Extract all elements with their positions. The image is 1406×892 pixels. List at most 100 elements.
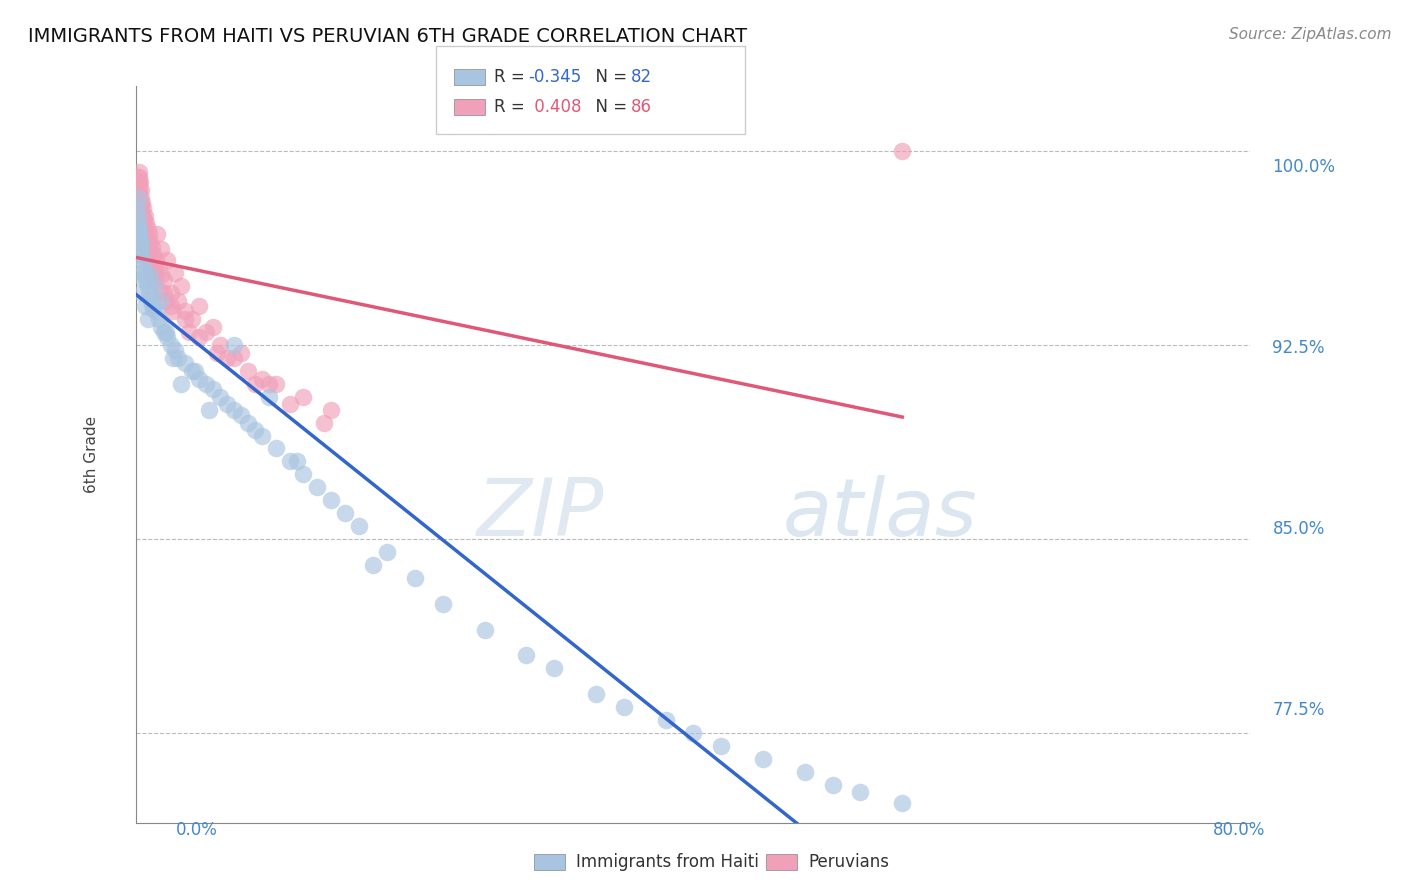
Text: Immigrants from Haiti: Immigrants from Haiti	[576, 853, 759, 871]
Point	[208, 338, 231, 352]
Point	[132, 266, 155, 280]
Point	[136, 312, 159, 326]
Point	[134, 221, 156, 235]
Point	[128, 175, 150, 189]
Point	[135, 273, 157, 287]
Point	[146, 227, 169, 241]
Point	[174, 312, 197, 326]
Point	[585, 687, 607, 701]
Text: 92.5%: 92.5%	[1272, 339, 1324, 357]
Point	[236, 364, 259, 378]
Point	[361, 558, 384, 572]
Point	[153, 273, 176, 287]
Point	[142, 301, 165, 316]
Point	[347, 519, 370, 533]
Point	[139, 292, 162, 306]
Point	[128, 240, 150, 254]
Point	[131, 260, 153, 275]
Point	[128, 235, 150, 249]
Point	[201, 319, 224, 334]
Point	[181, 312, 204, 326]
Point	[132, 235, 155, 249]
Point	[222, 351, 245, 365]
Point	[135, 242, 157, 256]
Point	[156, 330, 179, 344]
Point	[849, 785, 872, 799]
Point	[128, 221, 150, 235]
Text: Peruvians: Peruvians	[808, 853, 890, 871]
Point	[141, 296, 163, 310]
Text: N =: N =	[585, 98, 633, 116]
Text: Source: ZipAtlas.com: Source: ZipAtlas.com	[1229, 27, 1392, 42]
Point	[321, 402, 343, 417]
Point	[131, 252, 153, 267]
Point	[134, 247, 156, 261]
Point	[145, 304, 167, 318]
Point	[174, 304, 197, 318]
Point	[215, 351, 238, 365]
Point	[222, 338, 245, 352]
Point	[543, 661, 565, 675]
Point	[127, 183, 149, 197]
Point	[127, 195, 149, 210]
Point	[821, 778, 844, 792]
Point	[128, 195, 150, 210]
Point	[128, 169, 150, 184]
Point	[125, 216, 148, 230]
Text: 0.408: 0.408	[529, 98, 581, 116]
Point	[654, 713, 676, 727]
Point	[229, 408, 252, 422]
Point	[257, 376, 280, 391]
Point	[143, 260, 166, 275]
Point	[307, 480, 329, 494]
Point	[131, 286, 153, 301]
Point	[139, 263, 162, 277]
Point	[129, 216, 152, 230]
Point	[292, 467, 315, 482]
Point	[179, 325, 201, 339]
Point	[132, 227, 155, 241]
Point	[793, 764, 815, 779]
Point	[127, 209, 149, 223]
Point	[143, 278, 166, 293]
Point	[432, 597, 454, 611]
Point	[153, 325, 176, 339]
Point	[128, 175, 150, 189]
Point	[195, 376, 218, 391]
Point	[404, 571, 426, 585]
Point	[129, 242, 152, 256]
Text: -0.345: -0.345	[529, 68, 582, 86]
Point	[155, 293, 177, 308]
Point	[215, 397, 238, 411]
Point	[136, 278, 159, 293]
Point	[153, 286, 176, 301]
Point	[139, 247, 162, 261]
Point	[278, 397, 301, 411]
Point	[285, 454, 308, 468]
Point	[710, 739, 733, 753]
Point	[131, 201, 153, 215]
Point	[243, 423, 266, 437]
Point	[129, 201, 152, 215]
Text: N =: N =	[585, 68, 633, 86]
Point	[138, 286, 160, 301]
Point	[236, 416, 259, 430]
Point	[134, 299, 156, 313]
Point	[132, 209, 155, 223]
Point	[243, 376, 266, 391]
Point	[127, 201, 149, 215]
Point	[165, 343, 187, 358]
Point	[155, 325, 177, 339]
Point	[613, 700, 636, 714]
Point	[160, 299, 183, 313]
Point	[250, 371, 273, 385]
Point	[250, 428, 273, 442]
Point	[129, 235, 152, 249]
Point	[292, 390, 315, 404]
Point	[188, 330, 211, 344]
Point	[264, 442, 287, 456]
Point	[131, 195, 153, 210]
Point	[136, 221, 159, 235]
Point	[474, 623, 496, 637]
Point	[141, 258, 163, 272]
